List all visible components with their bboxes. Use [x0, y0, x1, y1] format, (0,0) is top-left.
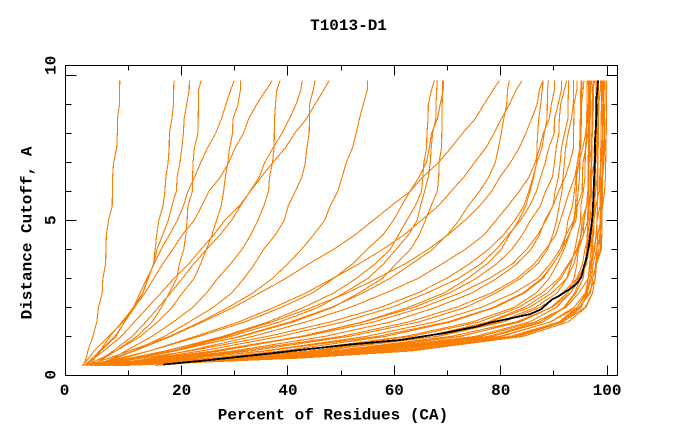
svg-text:20: 20: [172, 382, 191, 400]
svg-text:10: 10: [43, 56, 61, 75]
svg-text:Distance Cutoff, A: Distance Cutoff, A: [19, 146, 37, 319]
svg-text:Percent of Residues (CA): Percent of Residues (CA): [218, 407, 448, 425]
svg-text:40: 40: [278, 382, 297, 400]
svg-text:T1013-D1: T1013-D1: [310, 17, 387, 35]
svg-text:0: 0: [43, 370, 61, 380]
svg-text:100: 100: [593, 382, 622, 400]
svg-text:60: 60: [385, 382, 404, 400]
svg-text:0: 0: [60, 382, 70, 400]
svg-text:5: 5: [43, 215, 61, 225]
svg-text:80: 80: [491, 382, 510, 400]
